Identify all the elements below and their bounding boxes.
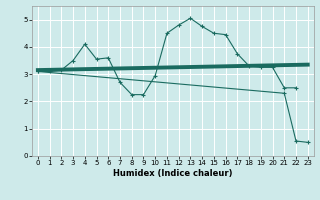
X-axis label: Humidex (Indice chaleur): Humidex (Indice chaleur)	[113, 169, 233, 178]
